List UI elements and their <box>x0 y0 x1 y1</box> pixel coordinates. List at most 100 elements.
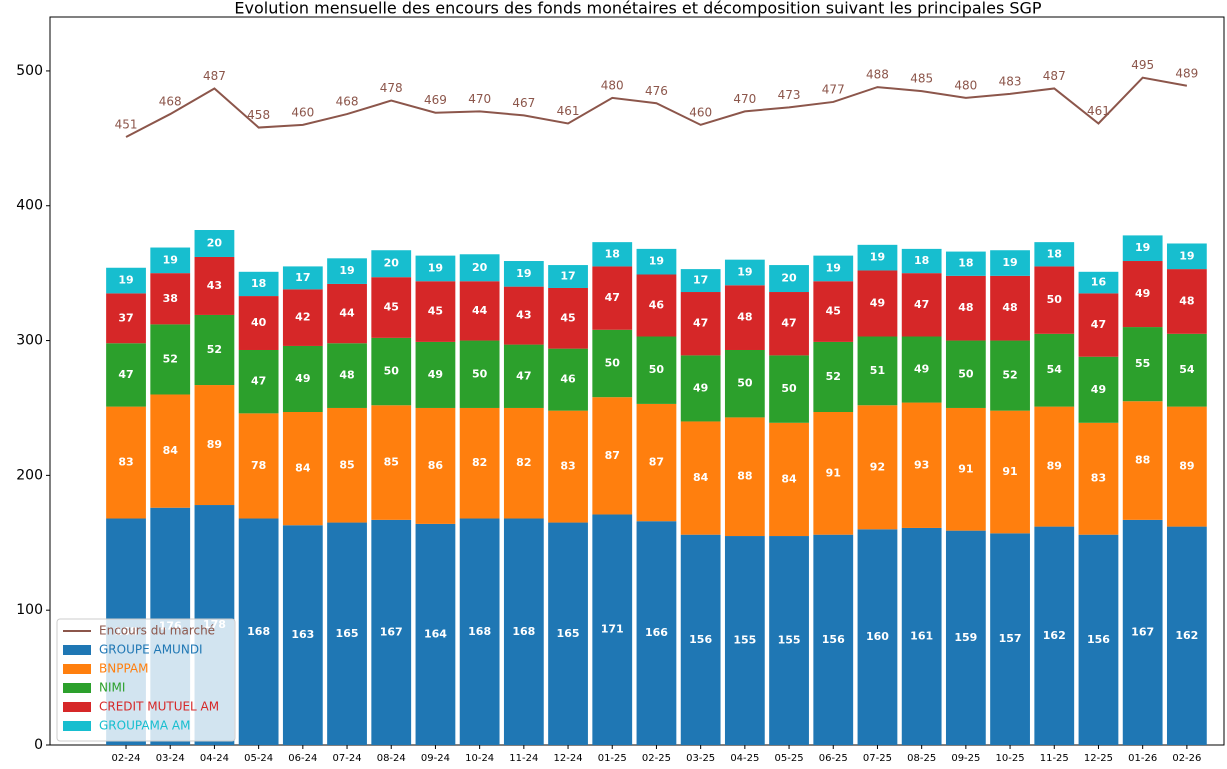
bar-segment <box>1034 266 1075 334</box>
bar-value-label: 18 <box>914 254 929 267</box>
bar-segment <box>1122 519 1163 745</box>
bar-value-label: 19 <box>118 274 133 287</box>
bar-value-label: 40 <box>251 316 267 329</box>
bar-value-label: 157 <box>999 632 1022 645</box>
bar-value-label: 83 <box>118 456 133 469</box>
bar-segment <box>1122 235 1163 262</box>
bar-value-label: 50 <box>605 356 621 369</box>
bar-segment <box>459 518 500 745</box>
bar-segment <box>106 293 146 344</box>
bar-segment <box>901 402 942 528</box>
bar-value-label: 17 <box>560 270 575 283</box>
bar-segment <box>592 329 633 398</box>
bar-segment <box>1034 406 1075 527</box>
bar-segment <box>503 286 544 345</box>
bar-value-label: 18 <box>605 247 620 260</box>
legend-label: NIMI <box>99 681 125 695</box>
legend-swatch <box>63 645 91 655</box>
bar-segment <box>592 514 633 745</box>
bar-segment <box>990 340 1030 411</box>
bar-segment <box>1034 333 1075 407</box>
bar-value-label: 78 <box>251 459 266 472</box>
bar-segment <box>1078 293 1119 357</box>
bar-value-label: 19 <box>737 265 752 278</box>
bar-segment <box>769 292 809 356</box>
bar-segment <box>680 421 721 535</box>
line-value-label: 485 <box>910 72 933 86</box>
line-value-label: 461 <box>557 104 580 118</box>
bar-value-label: 47 <box>516 369 531 382</box>
bar-segment <box>990 533 1030 745</box>
bar-value-label: 45 <box>826 305 841 318</box>
line-value-label: 468 <box>159 95 182 109</box>
line-value-label: 483 <box>999 74 1022 88</box>
bar-segment <box>238 271 279 297</box>
bar-value-label: 19 <box>826 261 841 274</box>
bar-value-label: 48 <box>339 369 354 382</box>
bar-segment <box>1122 401 1163 520</box>
x-tick-label: 02-25 <box>642 753 671 764</box>
bar-value-label: 89 <box>207 438 222 451</box>
bar-segment <box>150 247 191 274</box>
bar-value-label: 46 <box>649 299 665 312</box>
bar-segment <box>990 250 1030 276</box>
bar-value-label: 48 <box>1179 294 1194 307</box>
bar-value-label: 51 <box>870 364 885 377</box>
bar-value-label: 155 <box>733 634 756 647</box>
bar-segment <box>592 397 633 515</box>
bar-value-label: 171 <box>601 623 624 636</box>
bar-segment <box>282 345 323 413</box>
bar-segment <box>150 273 191 325</box>
bar-value-label: 16 <box>1091 276 1107 289</box>
bar-segment <box>724 285 765 350</box>
bar-segment <box>813 281 854 342</box>
bar-value-label: 50 <box>781 382 797 395</box>
bar-segment <box>945 275 986 341</box>
bar-value-label: 52 <box>207 343 222 356</box>
bar-segment <box>415 523 456 745</box>
bar-segment <box>503 518 544 745</box>
bar-segment <box>945 340 986 408</box>
y-tick-label: 300 <box>16 333 43 349</box>
bar-segment <box>371 250 412 278</box>
bar-segment <box>769 265 809 293</box>
bar-value-label: 48 <box>737 311 752 324</box>
bar-value-label: 19 <box>649 255 664 268</box>
bar-value-label: 20 <box>472 261 488 274</box>
bar-segment <box>857 244 898 271</box>
bar-segment <box>371 277 412 338</box>
y-tick-label: 500 <box>16 63 43 79</box>
bar-value-label: 17 <box>295 271 310 284</box>
line-value-label: 470 <box>468 92 491 106</box>
bar-value-label: 91 <box>826 466 841 479</box>
legend: Encours du marché GROUPE AMUNDI BNPPAM NIMI… <box>56 618 236 742</box>
bar-value-label: 52 <box>826 370 841 383</box>
bar-value-label: 47 <box>118 368 133 381</box>
bar-segment <box>415 407 456 524</box>
bar-value-label: 165 <box>557 627 580 640</box>
bar-segment <box>769 536 809 745</box>
bar-value-label: 19 <box>870 251 885 264</box>
bar-value-label: 43 <box>516 309 531 322</box>
bar-value-label: 43 <box>207 279 222 292</box>
bar-value-label: 47 <box>1091 318 1106 331</box>
bar-segment <box>238 413 279 519</box>
bar-value-label: 168 <box>512 625 535 638</box>
line-value-label: 460 <box>291 105 314 119</box>
bar-segment <box>1078 422 1119 535</box>
bar-value-label: 160 <box>866 630 889 643</box>
bar-value-label: 44 <box>472 304 488 317</box>
bar-value-label: 49 <box>870 296 885 309</box>
bar-value-label: 49 <box>1091 383 1106 396</box>
bar-segment <box>724 536 765 745</box>
bar-value-label: 156 <box>689 633 712 646</box>
bar-value-label: 85 <box>339 458 354 471</box>
bar-segment <box>327 407 367 523</box>
x-tick-label: 10-24 <box>465 753 494 764</box>
legend-label: Encours du marché <box>99 624 215 638</box>
bar-segment <box>503 261 544 287</box>
bar-value-label: 50 <box>472 367 488 380</box>
bar-segment <box>150 324 191 395</box>
bar-value-label: 19 <box>339 264 354 277</box>
